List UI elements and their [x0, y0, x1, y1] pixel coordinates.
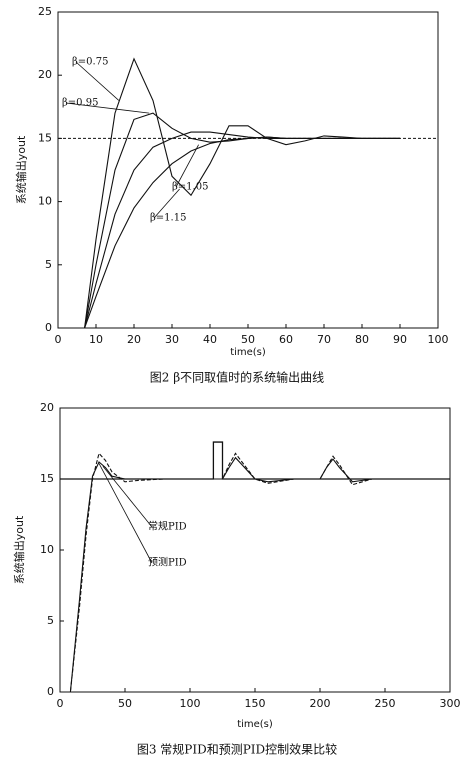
x-tick-label: 200 — [310, 697, 331, 710]
x-axis-label: time(s) — [230, 347, 266, 358]
y-tick-label: 10 — [40, 543, 54, 556]
annotation-leader — [75, 61, 120, 101]
x-tick-label: 30 — [165, 333, 179, 346]
series-line — [58, 57, 400, 329]
series-line — [58, 136, 400, 329]
x-tick-label: 300 — [440, 697, 461, 710]
series-annotation: 常规PID — [148, 520, 187, 533]
x-tick-label: 80 — [355, 333, 369, 346]
series-annotation: β=1.05 — [172, 182, 208, 193]
x-axis-label: time(s) — [237, 719, 273, 730]
y-axis-label: 系统输出yout — [14, 135, 28, 204]
series-annotation: β=1.15 — [150, 213, 186, 224]
annotation-leader — [175, 144, 199, 188]
y-tick-label: 0 — [47, 685, 54, 698]
series-line — [60, 456, 424, 693]
annotation-leader — [153, 188, 180, 219]
x-tick-label: 20 — [127, 333, 141, 346]
x-tick-label: 50 — [118, 697, 132, 710]
x-tick-label: 100 — [428, 333, 449, 346]
y-tick-label: 25 — [38, 5, 52, 18]
y-tick-label: 20 — [38, 68, 52, 81]
series-annotation: 预测PID — [148, 556, 187, 569]
annotation-leader — [98, 463, 153, 564]
y-tick-label: 10 — [38, 195, 52, 208]
caption: 图3 常规PID和预测PID控制效果比较 — [137, 742, 337, 757]
y-tick-label: 5 — [45, 258, 52, 271]
y-tick-label: 5 — [47, 614, 54, 627]
series-line — [60, 452, 424, 693]
x-tick-label: 250 — [375, 697, 396, 710]
x-tick-label: 150 — [245, 697, 266, 710]
x-tick-label: 90 — [393, 333, 407, 346]
x-tick-label: 60 — [279, 333, 293, 346]
y-tick-label: 15 — [40, 472, 54, 485]
x-tick-label: 70 — [317, 333, 331, 346]
caption: 图2 β不同取值时的系统输出曲线 — [150, 370, 324, 385]
y-tick-label: 20 — [40, 401, 54, 414]
reference-line — [60, 441, 450, 480]
x-tick-label: 0 — [55, 333, 62, 346]
series-line — [58, 112, 400, 329]
plot-frame — [59, 407, 451, 693]
y-axis-label: 系统输出yout — [12, 515, 26, 584]
y-tick-label: 0 — [45, 321, 52, 334]
series-line — [58, 131, 400, 329]
x-tick-label: 100 — [180, 697, 201, 710]
annotation-leader — [102, 465, 153, 528]
series-annotation: β=0.95 — [62, 98, 98, 109]
series-annotation: β=0.75 — [72, 57, 108, 68]
x-tick-label: 10 — [89, 333, 103, 346]
y-tick-label: 15 — [38, 131, 52, 144]
x-tick-label: 0 — [57, 697, 64, 710]
x-tick-label: 40 — [203, 333, 217, 346]
x-tick-label: 50 — [241, 333, 255, 346]
annotation-leader — [65, 102, 150, 114]
